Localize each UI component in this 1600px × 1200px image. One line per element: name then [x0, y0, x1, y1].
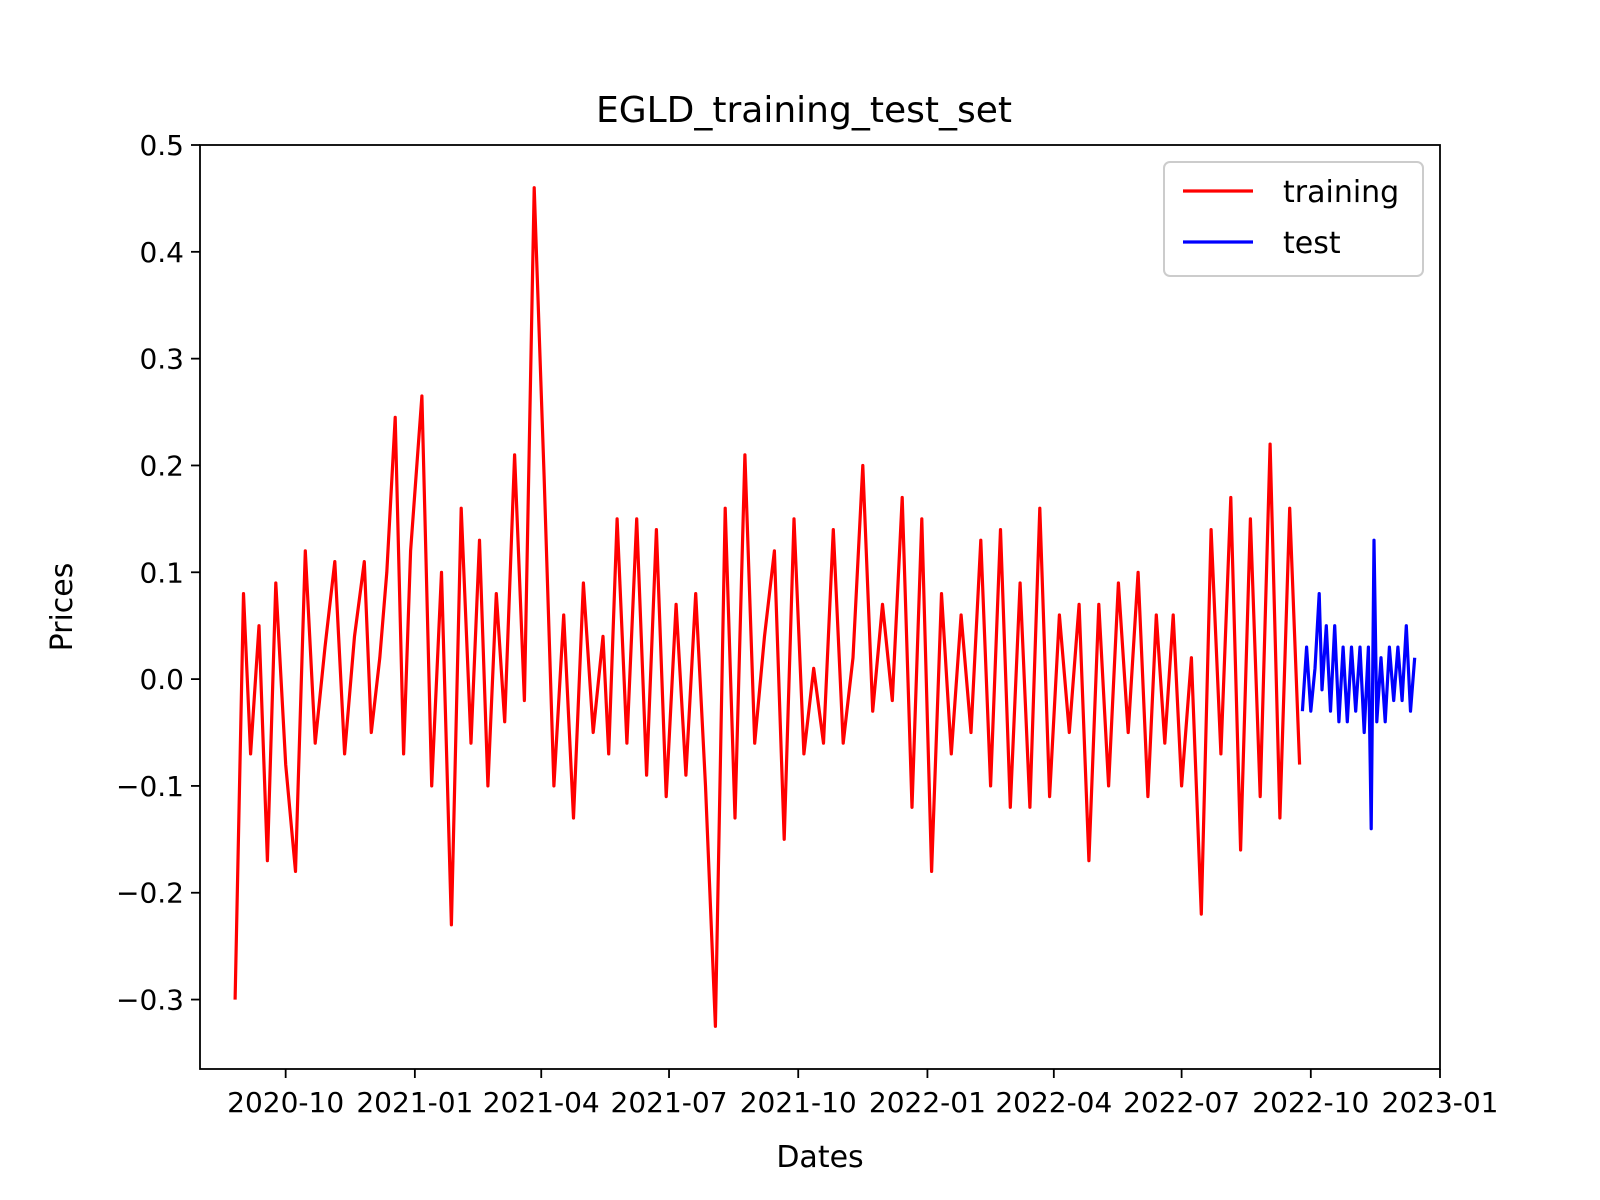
y-tick-label: 0.3: [139, 343, 184, 376]
x-tick-label: 2022-07: [1123, 1086, 1240, 1119]
y-tick-label: −0.2: [116, 877, 184, 910]
x-tick-label: 2022-10: [1252, 1086, 1369, 1119]
x-tick-label: 2021-01: [356, 1086, 473, 1119]
y-tick-label: 0.5: [139, 129, 184, 162]
legend: training test: [1163, 161, 1424, 277]
legend-label-training: training: [1283, 175, 1399, 210]
x-axis: 2020-10 2021-01 2021-04 2021-07 2021-10 2022-…: [227, 1069, 1499, 1119]
plot-frame: [199, 144, 1441, 1070]
x-axis-label: Dates: [776, 1140, 863, 1175]
series-layer: [233, 186, 1417, 1028]
y-tick-label: 0.2: [139, 449, 184, 482]
x-tick-label: 2021-07: [611, 1086, 728, 1119]
chart-title: EGLD_training_test_set: [596, 90, 1012, 131]
x-tick-label: 2023-01: [1382, 1086, 1499, 1119]
series-line-test: [1300, 538, 1417, 831]
y-tick-label: −0.3: [116, 984, 184, 1017]
x-tick-label: 2022-04: [995, 1086, 1112, 1119]
x-tick-label: 2020-10: [227, 1086, 344, 1119]
legend-label-test: test: [1283, 226, 1341, 261]
y-axis: −0.3 −0.2 −0.1 0.0 0.1 0.2 0.3 0.4 0.5: [116, 129, 200, 1017]
x-tick-label: 2021-04: [483, 1086, 600, 1119]
series-line-training: [233, 186, 1302, 1028]
x-tick-label: 2021-10: [740, 1086, 857, 1119]
y-axis-label: Prices: [45, 563, 80, 652]
y-tick-label: −0.1: [116, 770, 184, 803]
x-tick-label: 2022-01: [869, 1086, 986, 1119]
y-tick-label: 0.0: [139, 663, 184, 696]
y-tick-label: 0.4: [139, 236, 184, 269]
y-tick-label: 0.1: [139, 556, 184, 589]
